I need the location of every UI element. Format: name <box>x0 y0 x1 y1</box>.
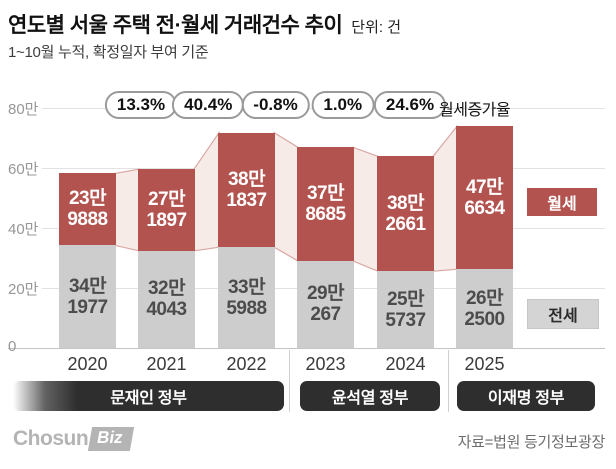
bar-wolse-2024: 38만 2661 <box>377 156 434 272</box>
bar-jeonse-2024: 25만 5737 <box>377 271 434 348</box>
growth-rate-caption: 월세증가율 <box>439 102 511 119</box>
x-tick-2023: 2023 <box>305 354 346 374</box>
source-credit: 자료=법원 등기정보광장 <box>457 434 606 451</box>
bar-jeonse-2021: 32만 4043 <box>138 250 195 348</box>
bar-jeonse-2020: 34만 1977 <box>59 245 116 348</box>
bar-wolse-2022: 38만 1837 <box>218 132 275 248</box>
gridline-0 <box>8 348 605 349</box>
gov-badge-moon: 문재인 정부 <box>13 381 284 411</box>
logo-biz-flag: Biz <box>88 427 134 451</box>
flow-connector <box>193 130 220 252</box>
growth-pill-2025: 24.6% <box>373 91 447 119</box>
bar-wolse-2023: 37만 8685 <box>297 147 354 261</box>
chart-subtitle: 1~10월 누적, 확정일자 부여 기준 <box>8 44 209 61</box>
y-tick-label: 40만 <box>8 221 39 238</box>
legend-item-jeonse: 전세 <box>527 299 599 329</box>
page-title: 연도별 서울 주택 전·월세 거래건수 추이 <box>8 14 343 37</box>
title-row: 연도별 서울 주택 전·월세 거래건수 추이 단위: 건 <box>8 9 401 39</box>
bar-jeonse-2025: 26만 2500 <box>456 269 513 348</box>
group-separator-2 <box>448 350 449 412</box>
x-tick-2020: 2020 <box>67 354 108 374</box>
x-tick-2024: 2024 <box>385 354 426 374</box>
x-tick-2022: 2022 <box>226 354 267 374</box>
bar-wolse-2025: 47만 6634 <box>456 126 513 270</box>
flow-connector <box>432 124 458 272</box>
y-tick-label: 0 <box>8 338 17 355</box>
unit-label: 단위: 건 <box>351 19 402 36</box>
chosunbiz-logo: Chosun Biz <box>13 427 134 451</box>
bar-jeonse-2023: 29만 267 <box>297 260 354 348</box>
flow-connector <box>273 131 299 262</box>
growth-pill-2024: 1.0% <box>311 91 375 119</box>
bar-wolse-2020: 23만 9888 <box>59 173 116 246</box>
flow-connector <box>352 146 379 273</box>
gov-badge-lee: 이재명 정부 <box>457 381 595 411</box>
x-tick-2021: 2021 <box>146 354 187 374</box>
flow-connector <box>114 168 140 252</box>
bar-wolse-2021: 27만 1897 <box>138 169 195 251</box>
x-tick-2025: 2025 <box>464 354 505 374</box>
logo-chosun-text: Chosun <box>13 427 89 450</box>
growth-pill-2022: 40.4% <box>172 91 245 119</box>
y-tick-label: 60만 <box>8 161 39 178</box>
legend-item-wolse: 월세 <box>527 188 597 216</box>
y-tick-label: 20만 <box>8 281 39 298</box>
bar-jeonse-2022: 33만 5988 <box>218 247 275 348</box>
y-tick-label: 80만 <box>8 101 39 118</box>
gov-badge-yoon: 윤석열 정부 <box>300 381 440 411</box>
growth-pill-2023: -0.8% <box>241 91 310 119</box>
group-separator-1 <box>289 350 290 412</box>
growth-pill-2021: 13.3% <box>104 91 178 119</box>
